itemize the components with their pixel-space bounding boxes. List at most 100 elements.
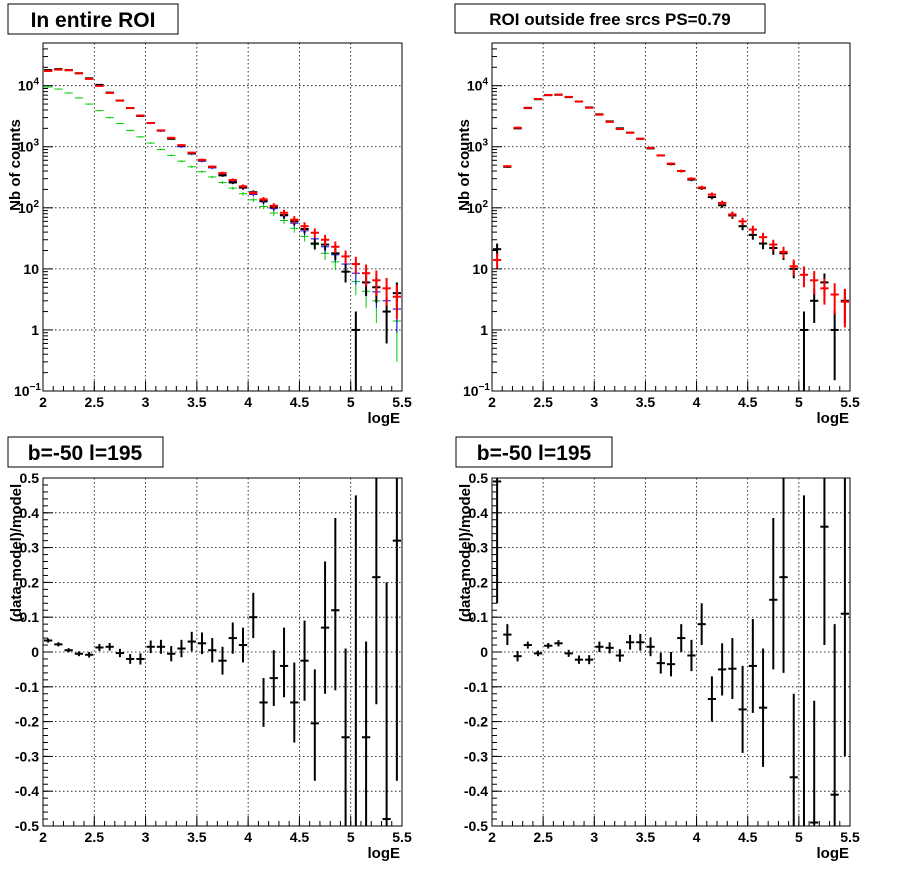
x-tick-label: 2 xyxy=(488,394,496,410)
panel-title: b=-50 l=195 xyxy=(455,436,613,468)
data-point xyxy=(666,162,676,165)
y-tick-label: -0.3 xyxy=(464,748,488,764)
data-point xyxy=(95,643,104,651)
data-point xyxy=(126,129,135,132)
y-tick-labels: -0.5 -0.4 -0.3 -0.2 -0.1 0 0.1 0.2 0.3 0.4 0.5 xyxy=(15,470,39,834)
data-point xyxy=(115,99,125,102)
data-point xyxy=(615,128,624,131)
data-point xyxy=(54,68,63,71)
data-point xyxy=(320,561,330,694)
x-tick-label: 2 xyxy=(39,394,47,410)
y-tick-label: 103 xyxy=(467,138,489,155)
data-point xyxy=(779,246,788,259)
x-tick-label: 3 xyxy=(142,829,150,845)
y-axis-title: (data-model)/model xyxy=(8,484,25,622)
data-point xyxy=(64,92,73,94)
data-point xyxy=(351,256,360,275)
data-point xyxy=(64,69,73,72)
panel-top-right: 2 2.5 3 3.5 4 4.5 5 5.5 10−1 1 10 102 103 104 logE N… xyxy=(454,3,860,427)
data-point xyxy=(156,639,166,654)
y-tick-label: -0.1 xyxy=(464,679,488,695)
data-point xyxy=(197,170,207,173)
data-points xyxy=(44,68,401,391)
x-tick-label: 5 xyxy=(795,394,803,410)
data-point xyxy=(85,652,94,658)
data-point xyxy=(361,264,371,287)
y-tick-labels: -0.5 -0.4 -0.3 -0.2 -0.1 0 0.1 0.2 0.3 0.4 0.5 xyxy=(464,470,488,834)
x-axis-title: logE xyxy=(817,410,850,427)
data-point xyxy=(249,191,258,196)
x-axis-title: logE xyxy=(368,410,401,427)
y-tick-label: 103 xyxy=(18,138,40,155)
data-point xyxy=(167,646,176,662)
data-point xyxy=(74,651,84,657)
y-tick-label: 10 xyxy=(472,261,488,277)
y-axis-title: Nb of counts xyxy=(456,119,473,211)
x-tick-label: 4.5 xyxy=(290,829,310,845)
x-tick-label: 2.5 xyxy=(85,394,105,410)
data-point xyxy=(697,603,706,646)
y-tick-label: 0.4 xyxy=(20,505,40,521)
data-point xyxy=(533,650,543,657)
x-tick-label: 3.5 xyxy=(636,394,656,410)
data-point xyxy=(177,160,186,163)
y-tick-labels: 10−1 1 10 102 103 104 xyxy=(14,77,41,399)
data-points xyxy=(44,478,401,826)
data-point xyxy=(105,642,114,651)
data-point xyxy=(279,627,289,698)
data-point xyxy=(115,122,125,125)
data-point xyxy=(585,106,594,109)
x-tick-labels: 2 2.5 3 3.5 4 4.5 5 5.5 xyxy=(488,829,860,845)
data-point xyxy=(300,620,309,701)
y-tick-label: 0.2 xyxy=(469,574,489,590)
y-tick-label: 0.3 xyxy=(20,540,40,556)
data-point xyxy=(523,106,532,109)
data-points xyxy=(493,93,849,391)
data-point xyxy=(156,129,166,132)
data-point xyxy=(310,238,319,250)
data-point xyxy=(74,97,84,99)
data-point xyxy=(574,100,584,103)
data-point xyxy=(830,283,839,315)
panel-bottom-right: 2 2.5 3 3.5 4 4.5 5 5.5 -0.5 -0.4 -0.3 -0.2 -0.1 0 0.… xyxy=(455,436,860,862)
data-point xyxy=(799,266,809,288)
x-tick-label: 4 xyxy=(244,829,252,845)
x-tick-label: 5.5 xyxy=(840,829,860,845)
data-point xyxy=(615,649,624,662)
data-point xyxy=(707,676,717,722)
x-tick-label: 3.5 xyxy=(187,829,207,845)
data-point xyxy=(392,284,401,320)
panel-title-text: b=-50 l=195 xyxy=(28,442,143,465)
data-point xyxy=(279,209,289,217)
y-tick-label: 10−1 xyxy=(14,382,41,399)
data-point xyxy=(208,175,217,179)
panel-bottom-left: 2 2.5 3 3.5 4 4.5 5 5.5 -0.5 -0.4 -0.3 -0.2 -0.1 0 0.… xyxy=(7,436,412,862)
x-tick-label: 2 xyxy=(488,829,496,845)
data-point xyxy=(513,126,522,129)
data-point xyxy=(351,311,360,391)
data-point xyxy=(789,259,798,276)
data-point xyxy=(136,653,145,665)
data-point xyxy=(187,165,196,168)
data-point xyxy=(595,113,604,116)
data-point xyxy=(718,643,727,696)
data-point xyxy=(105,116,114,119)
data-point xyxy=(354,495,357,826)
data-point xyxy=(382,582,391,826)
x-tick-label: 5.5 xyxy=(840,394,860,410)
data-point xyxy=(259,197,268,202)
x-tick-label: 5.5 xyxy=(392,394,412,410)
data-point xyxy=(44,638,53,643)
data-point xyxy=(544,93,553,96)
data-point xyxy=(167,154,176,157)
y-tick-label: 102 xyxy=(467,199,489,216)
data-point xyxy=(249,197,258,203)
data-point xyxy=(126,107,135,110)
data-point xyxy=(300,222,309,231)
data-point xyxy=(187,631,196,652)
data-point xyxy=(310,669,319,781)
y-tick-label: -0.4 xyxy=(464,783,488,799)
tick-marks xyxy=(491,48,851,392)
data-point xyxy=(95,84,104,87)
